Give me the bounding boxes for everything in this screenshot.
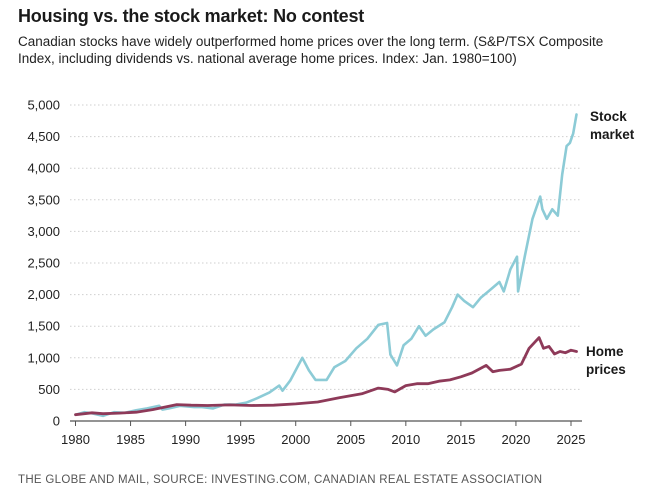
y-tick-label: 4,500	[27, 129, 60, 144]
y-tick-label: 5,000	[27, 98, 60, 113]
x-tick-label: 2015	[446, 432, 475, 447]
home-prices-label-line: prices	[586, 362, 626, 377]
y-tick-label: 500	[38, 382, 60, 397]
y-axis-ticks: 0 500 1,000 1,500 2,000 2,500 3,000 3,500 4,000 4…	[27, 98, 60, 429]
series-labels: Stock market Home prices	[586, 109, 635, 377]
x-axis-ticks: 1980 1985 1990 1995 2000 2005 2010 2015 2020 2025	[61, 421, 585, 447]
line-chart: 0 500 1,000 1,500 2,000 2,500 3,000 3,500 4,000 4…	[27, 98, 635, 448]
x-tick-label: 2025	[557, 432, 586, 447]
y-tick-label: 1,000	[27, 350, 60, 365]
series-lines	[74, 113, 578, 418]
x-tick-label: 1995	[226, 432, 255, 447]
y-tick-label: 2,000	[27, 287, 60, 302]
x-tick-label: 1990	[171, 432, 200, 447]
stock-market-label-line: Stock	[590, 109, 627, 124]
stock-market-line	[74, 113, 578, 418]
y-tick-label: 2,500	[27, 256, 60, 271]
chart-title: Housing vs. the stock market: No contest	[18, 6, 365, 26]
home-prices-label: Home prices	[586, 344, 626, 377]
y-tick-label: 3,000	[27, 224, 60, 239]
gridlines	[70, 104, 582, 422]
source-credit: THE GLOBE AND MAIL, SOURCE: INVESTING.CO…	[18, 474, 543, 486]
x-tick-label: 1985	[116, 432, 145, 447]
x-tick-label: 1980	[61, 432, 90, 447]
y-tick-label: 4,000	[27, 161, 60, 176]
x-tick-label: 2010	[391, 432, 420, 447]
stock-market-label-line: market	[590, 127, 635, 142]
y-tick-label: 0	[53, 414, 60, 429]
x-tick-label: 2020	[501, 432, 530, 447]
x-tick-label: 2005	[336, 432, 365, 447]
stock-market-label: Stock market	[590, 109, 635, 142]
chart-subtitle: Canadian stocks have widely outperformed…	[18, 34, 604, 66]
x-tick-label: 2000	[281, 432, 310, 447]
home-prices-label-line: Home	[586, 344, 624, 359]
home-prices-line	[74, 336, 578, 417]
y-tick-label: 3,500	[27, 192, 60, 207]
y-tick-label: 1,500	[27, 319, 60, 334]
